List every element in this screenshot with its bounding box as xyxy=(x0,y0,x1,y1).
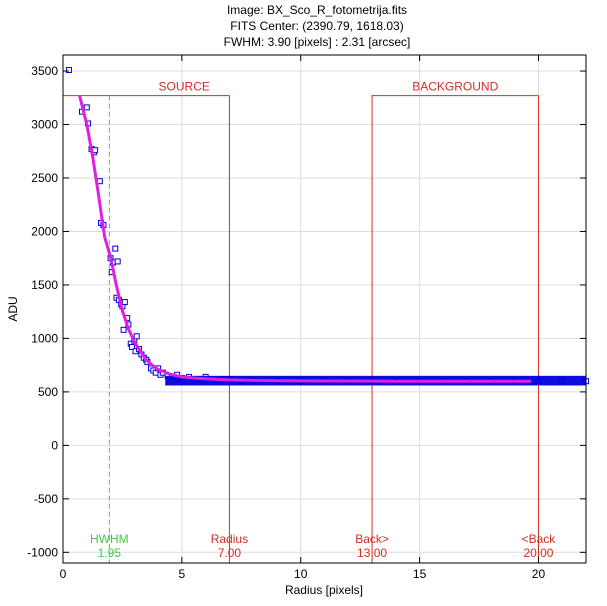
x-tick-label: 15 xyxy=(413,567,427,581)
aperture-marker-label: Radius xyxy=(211,532,248,546)
grid-lines xyxy=(62,55,586,563)
chart-title-line-1: Image: BX_Sco_R_fotometrija.fits xyxy=(227,3,407,17)
x-tick-label: 20 xyxy=(532,567,546,581)
source-region-label: SOURCE xyxy=(159,80,210,94)
data-point xyxy=(83,104,90,111)
y-axis-label: ADU xyxy=(6,296,20,321)
data-point xyxy=(133,333,140,340)
y-tick-label: 3000 xyxy=(31,118,58,132)
hwhm-label: HWHM xyxy=(90,532,129,546)
y-tick-label: 0 xyxy=(51,438,58,452)
aperture-marker-label: <Back xyxy=(522,532,557,546)
hwhm-value: 1.95 xyxy=(98,546,122,560)
y-tick-label: 2500 xyxy=(31,171,58,185)
x-tick-label: 5 xyxy=(179,567,186,581)
x-axis-label: Radius [pixels] xyxy=(285,583,363,597)
x-tick-label: 10 xyxy=(294,567,308,581)
chart-title-line-2: FITS Center: (2390.79, 1618.03) xyxy=(230,19,403,33)
y-tick-label: 500 xyxy=(38,385,58,399)
y-tick-label: 2000 xyxy=(31,224,58,238)
fit-curve-layer xyxy=(78,95,532,383)
data-point xyxy=(121,299,128,306)
y-tick-label: 1500 xyxy=(31,278,58,292)
plot-frame xyxy=(62,54,587,564)
data-point xyxy=(120,326,127,333)
data-point xyxy=(65,66,72,73)
y-tick-label: 3500 xyxy=(31,64,58,78)
data-point xyxy=(114,258,121,265)
aperture-marker-value: 13.00 xyxy=(357,546,387,560)
aperture-marker-value: 20.00 xyxy=(523,546,553,560)
axis-ticks: 0 5 10 15 20 -1000 -500 0 500 1000 1500 2000 2500 300… xyxy=(27,55,586,581)
x-tick-label: 0 xyxy=(60,567,67,581)
fit-curve xyxy=(78,95,532,383)
background-annulus-bracket xyxy=(371,95,539,563)
y-tick-label: -500 xyxy=(34,492,58,506)
y-tick-label: 1000 xyxy=(31,331,58,345)
background-region-label: BACKGROUND xyxy=(412,80,498,94)
source-aperture-bracket xyxy=(63,95,230,563)
chart-title-line-3: FWHM: 3.90 [pixels] : 2.31 [arcsec] xyxy=(224,35,411,49)
data-point xyxy=(128,343,135,350)
data-points-layer xyxy=(65,66,589,386)
y-tick-label: -1000 xyxy=(27,545,58,559)
aperture-marker-value: 7.00 xyxy=(218,546,242,560)
aperture-marker-label: Back> xyxy=(355,532,389,546)
data-point xyxy=(112,245,119,252)
